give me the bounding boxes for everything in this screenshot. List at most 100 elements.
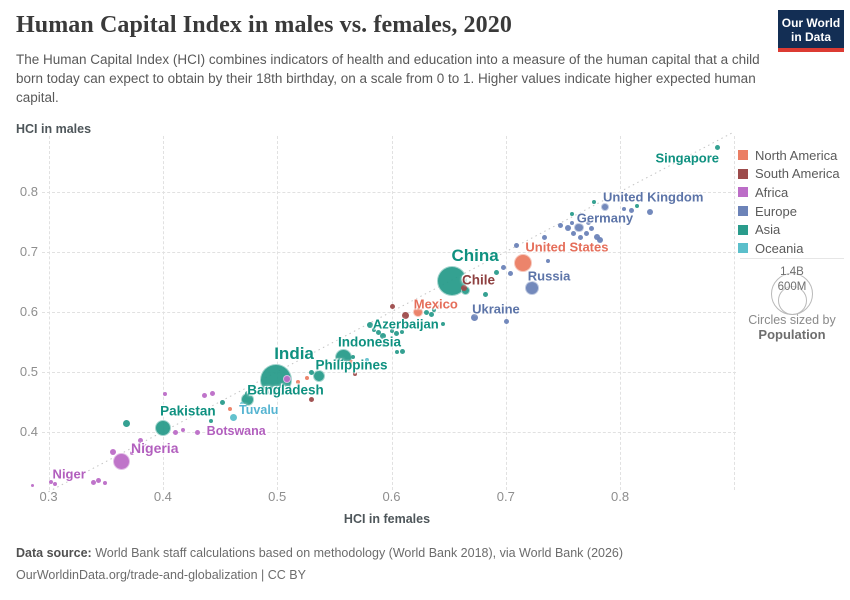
- data-point[interactable]: [349, 360, 354, 365]
- data-point[interactable]: [283, 374, 292, 383]
- legend-item-asia[interactable]: Asia: [738, 220, 846, 239]
- country-label-singapore[interactable]: Singapore: [655, 150, 720, 166]
- data-point[interactable]: [445, 304, 450, 309]
- data-point[interactable]: [130, 451, 135, 456]
- data-point[interactable]: [564, 224, 571, 231]
- data-point[interactable]: [109, 449, 116, 456]
- data-point[interactable]: [31, 484, 35, 488]
- data-point[interactable]: [365, 357, 370, 362]
- country-label-united-kingdom[interactable]: United Kingdom: [603, 189, 704, 205]
- data-point[interactable]: [122, 420, 130, 428]
- data-point[interactable]: [399, 330, 404, 335]
- data-point[interactable]: [228, 406, 233, 411]
- data-point-niger[interactable]: [90, 479, 96, 485]
- data-point[interactable]: [570, 211, 575, 216]
- data-point[interactable]: [141, 443, 148, 450]
- data-point-nigeria[interactable]: [113, 452, 131, 470]
- data-point[interactable]: [380, 332, 387, 339]
- data-point[interactable]: [621, 207, 626, 212]
- legend-item-africa[interactable]: Africa: [738, 183, 846, 202]
- data-point[interactable]: [102, 481, 107, 486]
- data-point[interactable]: [585, 219, 591, 225]
- data-point[interactable]: [435, 303, 440, 308]
- data-point[interactable]: [542, 234, 548, 240]
- data-point[interactable]: [513, 243, 519, 249]
- data-point[interactable]: [429, 312, 434, 318]
- data-point[interactable]: [137, 437, 143, 443]
- legend-item-south-america[interactable]: South America: [738, 165, 846, 184]
- country-label-niger[interactable]: Niger: [52, 466, 86, 482]
- data-point[interactable]: [424, 310, 430, 316]
- data-point[interactable]: [244, 390, 250, 396]
- data-point[interactable]: [209, 390, 215, 396]
- data-point-botswana[interactable]: [194, 430, 200, 436]
- data-point[interactable]: [350, 354, 355, 359]
- data-point[interactable]: [570, 220, 575, 225]
- data-point[interactable]: [295, 379, 300, 384]
- data-point-united-kingdom[interactable]: [601, 202, 610, 211]
- data-point-tuvalu[interactable]: [239, 402, 244, 407]
- data-point-ukraine[interactable]: [471, 314, 479, 322]
- data-point[interactable]: [501, 264, 506, 270]
- country-label-nigeria[interactable]: Nigeria: [131, 440, 179, 457]
- country-label-indonesia[interactable]: Indonesia: [337, 334, 401, 350]
- country-label-azerbaijan[interactable]: Azerbaijan: [372, 316, 439, 332]
- data-point[interactable]: [96, 478, 102, 484]
- data-point[interactable]: [382, 342, 388, 348]
- footer-link[interactable]: OurWorldinData.org/trade-and-globalizati…: [16, 568, 306, 582]
- country-label-germany[interactable]: Germany: [576, 210, 634, 226]
- country-label-china[interactable]: China: [451, 246, 499, 266]
- data-point[interactable]: [589, 226, 595, 232]
- data-point-azerbaijan[interactable]: [366, 321, 373, 328]
- legend-item-north-america[interactable]: North America: [738, 146, 846, 165]
- data-point[interactable]: [401, 312, 409, 320]
- data-point[interactable]: [389, 328, 394, 333]
- country-label-tuvalu[interactable]: Tuvalu: [239, 403, 279, 418]
- data-point[interactable]: [48, 480, 53, 485]
- country-label-pakistan[interactable]: Pakistan: [160, 403, 216, 419]
- data-point-united-states[interactable]: [513, 254, 532, 273]
- data-point[interactable]: [482, 292, 488, 298]
- owid-logo[interactable]: Our World in Data: [778, 10, 844, 52]
- data-point[interactable]: [558, 222, 564, 228]
- data-point[interactable]: [308, 397, 314, 403]
- legend-item-europe[interactable]: Europe: [738, 202, 846, 221]
- data-point[interactable]: [53, 481, 58, 486]
- data-point-russia[interactable]: [525, 281, 540, 296]
- data-point[interactable]: [372, 327, 377, 332]
- data-point[interactable]: [494, 270, 500, 276]
- data-point[interactable]: [376, 330, 382, 336]
- data-point[interactable]: [208, 418, 213, 423]
- data-point[interactable]: [402, 322, 407, 327]
- data-point-philippines[interactable]: [313, 369, 326, 382]
- data-point[interactable]: [172, 430, 178, 436]
- data-point[interactable]: [201, 393, 207, 399]
- data-point[interactable]: [591, 199, 596, 204]
- data-point[interactable]: [440, 321, 445, 326]
- data-point[interactable]: [352, 372, 357, 377]
- data-point[interactable]: [181, 427, 186, 432]
- data-point-germany[interactable]: [574, 223, 584, 233]
- data-point[interactable]: [635, 204, 640, 209]
- data-point[interactable]: [431, 307, 436, 312]
- data-point[interactable]: [219, 400, 225, 406]
- data-point[interactable]: [504, 319, 510, 325]
- data-point[interactable]: [629, 208, 635, 214]
- legend-item-oceania[interactable]: Oceania: [738, 239, 846, 258]
- data-point[interactable]: [304, 376, 309, 381]
- data-point[interactable]: [147, 448, 153, 454]
- data-point[interactable]: [390, 304, 396, 310]
- data-point[interactable]: [646, 209, 653, 216]
- country-label-mexico[interactable]: Mexico: [413, 296, 458, 312]
- country-label-bangladesh[interactable]: Bangladesh: [247, 382, 324, 398]
- data-point[interactable]: [584, 230, 590, 236]
- data-point[interactable]: [393, 331, 399, 337]
- country-label-united-states[interactable]: United States: [525, 239, 609, 255]
- data-point[interactable]: [577, 235, 583, 241]
- data-point[interactable]: [507, 271, 513, 277]
- data-point-chile[interactable]: [460, 284, 467, 291]
- country-label-botswana[interactable]: Botswana: [206, 423, 266, 438]
- data-point-mexico[interactable]: [412, 306, 423, 317]
- data-point[interactable]: [596, 236, 603, 243]
- data-point[interactable]: [308, 370, 314, 376]
